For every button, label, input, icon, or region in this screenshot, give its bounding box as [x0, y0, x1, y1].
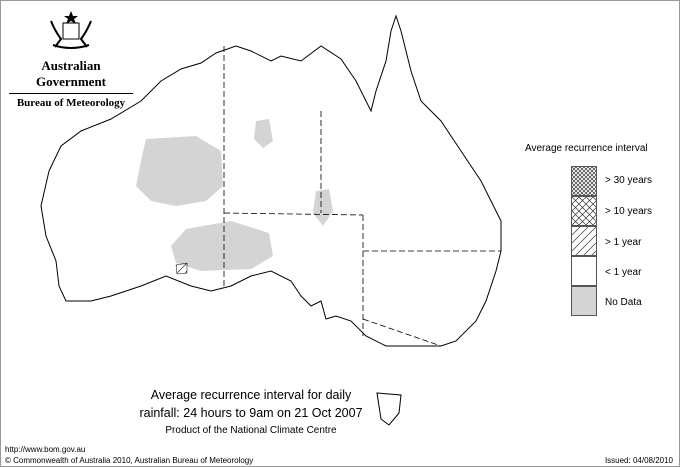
bureau-label: Bureau of Meteorology	[9, 93, 133, 109]
legend-label: > 1 year	[605, 237, 642, 248]
no-data-region-south	[171, 221, 273, 271]
legend-label: No Data	[605, 297, 642, 308]
caption-line-1: Average recurrence interval for daily	[150, 388, 352, 402]
coat-of-arms-icon	[50, 11, 92, 49]
government-label: Australian Government	[35, 58, 107, 89]
legend-label: > 10 years	[605, 206, 652, 217]
legend-swatch-30-years	[571, 166, 597, 196]
legend-swatch-no-data	[571, 286, 597, 316]
legend-swatch-1-year	[571, 226, 597, 256]
no-data-regions	[136, 119, 333, 271]
state-borders	[223, 46, 501, 347]
caption-line-3: Product of the National Climate Centre	[165, 425, 337, 436]
legend-label: < 1 year	[605, 267, 642, 278]
issued-date: Issued: 04/08/2010	[604, 456, 673, 465]
legend-swatch-less-1-year	[571, 256, 597, 286]
no-data-region-sa-north	[313, 189, 333, 226]
legend-title: Average recurrence interval	[525, 143, 648, 154]
tasmania-outline	[376, 392, 402, 426]
legend-label: > 30 years	[605, 175, 652, 186]
australian-government-logo: Australian Government Bureau of Meteorol…	[9, 9, 133, 109]
caption-line-2: rainfall: 24 hours to 9am on 21 Oct 2007	[139, 406, 363, 420]
copyright-text: © Commonwealth of Australia 2010, Austra…	[5, 456, 254, 465]
legend-swatch-10-years	[571, 196, 597, 226]
no-data-region-nt	[254, 119, 273, 148]
no-data-region-wa-north	[136, 136, 223, 206]
hatch-region	[175, 262, 188, 275]
bom-url-link[interactable]: http://www.bom.gov.au	[5, 445, 86, 454]
